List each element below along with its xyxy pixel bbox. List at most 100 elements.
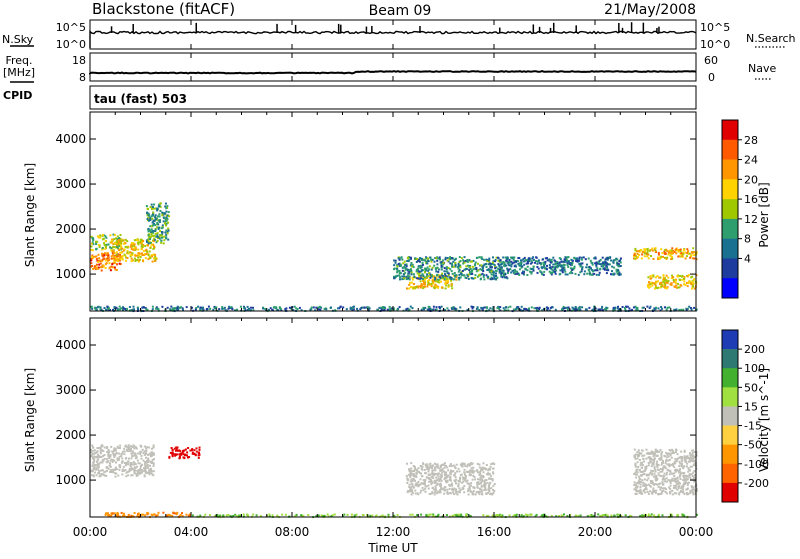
power-cell bbox=[668, 306, 671, 309]
power-cell bbox=[654, 247, 657, 250]
power-cell bbox=[557, 264, 560, 267]
power-cell bbox=[504, 256, 507, 259]
power-cell bbox=[426, 266, 429, 269]
power-cell bbox=[488, 309, 491, 312]
power-cell bbox=[539, 270, 542, 273]
velocity-cell bbox=[371, 514, 374, 517]
power-cell bbox=[133, 243, 136, 246]
power-cell bbox=[657, 280, 659, 283]
velocity-cell bbox=[472, 466, 475, 469]
power-cell bbox=[691, 251, 694, 254]
velocity-cell bbox=[103, 446, 106, 449]
power-cell bbox=[408, 287, 411, 290]
velocity-cell bbox=[649, 452, 652, 455]
power-cell bbox=[110, 257, 113, 260]
velocity-cell bbox=[530, 513, 533, 516]
velocity-scale-frame bbox=[721, 329, 739, 503]
velocity-cell bbox=[489, 478, 492, 480]
power-cell bbox=[453, 274, 456, 277]
power-cell bbox=[427, 260, 430, 263]
power-cell bbox=[124, 242, 127, 245]
power-cell bbox=[149, 225, 152, 228]
velocity-cell bbox=[93, 449, 96, 452]
power-cell bbox=[497, 263, 500, 266]
power-cell bbox=[470, 305, 473, 308]
power-cell bbox=[643, 252, 646, 255]
power-cell bbox=[567, 260, 570, 263]
velocity-cell bbox=[191, 514, 194, 517]
velocity-cell bbox=[635, 468, 638, 471]
power-cell bbox=[474, 261, 477, 264]
velocity-cell bbox=[461, 487, 464, 490]
power-cell bbox=[97, 236, 100, 239]
power-cell bbox=[207, 305, 210, 308]
velocity-cell bbox=[635, 493, 638, 495]
velocity-cell bbox=[150, 468, 153, 471]
power-cell bbox=[121, 307, 124, 310]
velocity-cell bbox=[95, 461, 98, 463]
velocity-cell bbox=[668, 452, 671, 455]
velocity-cell bbox=[111, 460, 114, 463]
power-cell bbox=[155, 235, 158, 238]
velocity-cell bbox=[346, 513, 349, 516]
power-cell bbox=[202, 306, 204, 309]
power-cell bbox=[405, 275, 408, 278]
velocity-cell bbox=[460, 513, 463, 516]
power-cell bbox=[383, 306, 386, 309]
power-cell bbox=[359, 307, 362, 310]
power-cell bbox=[393, 276, 396, 279]
velocity-cell bbox=[436, 482, 439, 485]
power-cell bbox=[149, 238, 152, 240]
velocity-cell bbox=[642, 481, 645, 484]
power-cell bbox=[376, 309, 379, 312]
power-cell bbox=[148, 250, 151, 253]
power-cell bbox=[523, 263, 526, 266]
power-cell bbox=[589, 273, 592, 276]
velocity-cell bbox=[420, 482, 423, 485]
velocity-cell bbox=[429, 480, 432, 483]
power-cell bbox=[670, 253, 673, 256]
velocity-cell bbox=[636, 457, 639, 460]
velocity-cell bbox=[639, 483, 642, 486]
velocity-cell bbox=[649, 471, 652, 474]
power-cell bbox=[252, 306, 254, 309]
velocity-cell bbox=[669, 469, 672, 472]
power-cell bbox=[423, 308, 425, 311]
power-cell bbox=[425, 276, 428, 279]
power-cell bbox=[529, 270, 531, 273]
velocity-cell bbox=[659, 457, 662, 460]
velocity-cell bbox=[437, 472, 440, 475]
power-cell bbox=[654, 249, 657, 252]
velocity-cell bbox=[366, 513, 369, 516]
velocity-cell bbox=[687, 475, 690, 478]
power-cell bbox=[692, 285, 695, 288]
power-cell bbox=[134, 260, 137, 262]
velocity-cell bbox=[131, 474, 134, 477]
power-cell bbox=[428, 272, 431, 275]
power-cell bbox=[428, 279, 431, 281]
power-cell bbox=[581, 306, 584, 309]
velocity-cell bbox=[410, 489, 413, 491]
velocity-cell bbox=[175, 513, 178, 516]
velocity-cell bbox=[109, 465, 112, 468]
power-cell bbox=[569, 262, 572, 264]
power-cell bbox=[683, 277, 685, 280]
power-cell bbox=[634, 247, 637, 250]
velocity-cell bbox=[107, 514, 110, 517]
power-cell bbox=[252, 309, 255, 312]
velocity-cell bbox=[679, 478, 682, 480]
power-cell bbox=[513, 260, 516, 262]
power-cell bbox=[633, 254, 636, 256]
power-cell bbox=[97, 253, 100, 256]
power-cell bbox=[576, 259, 579, 262]
power-cell bbox=[153, 207, 156, 210]
power-cell bbox=[513, 272, 516, 275]
velocity-cell bbox=[677, 486, 680, 489]
velocity-cell bbox=[674, 462, 677, 465]
velocity-cell bbox=[141, 463, 144, 466]
power-cell bbox=[118, 239, 121, 241]
velocity-cell bbox=[268, 513, 271, 516]
velocity-cell bbox=[670, 479, 673, 481]
power-cell bbox=[480, 257, 483, 260]
power-cell bbox=[536, 306, 539, 309]
